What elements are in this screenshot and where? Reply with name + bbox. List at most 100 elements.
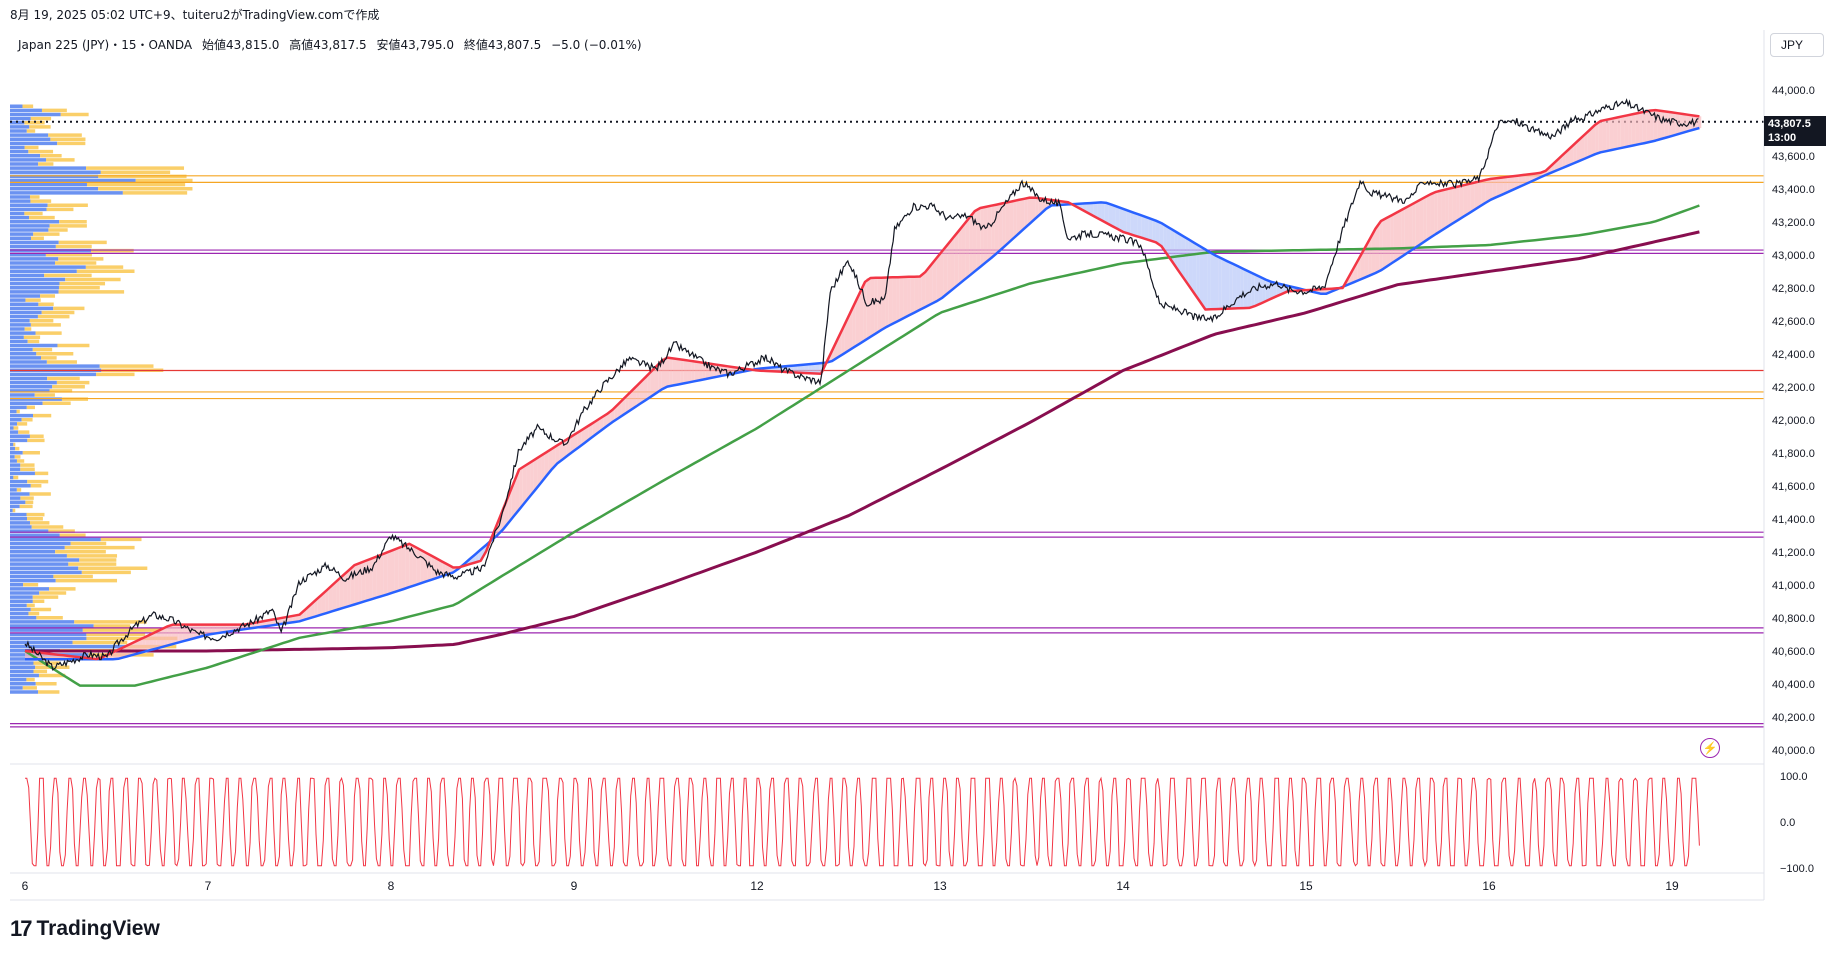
volume-profile-bar-down [15,446,20,451]
ema-cloud-segment [1243,269,1248,309]
oscillator-level-label: −100.0 [1780,863,1814,875]
ema-cloud-segment [1631,113,1636,146]
ema-cloud-segment [1155,220,1160,244]
volume-profile-bar-up [10,182,87,187]
volume-profile-bar-down [65,277,121,282]
ema-cloud-segment [1038,198,1043,216]
ema-cloud-segment [1404,206,1409,255]
y-tick-label: 42,000.0 [1772,415,1815,427]
volume-profile-bar-down [28,611,40,616]
volume-profile-bar-up [10,385,53,389]
ema-cloud-segment [1185,237,1189,286]
ema-cloud-segment [892,277,897,324]
volume-profile-bar-down [18,430,30,434]
volume-profile-bar-down [32,347,53,352]
ema-cloud-segment [1009,201,1014,242]
price-line [24,98,1699,671]
volume-profile-bar-up [10,500,26,504]
ema-cloud-segment [570,434,574,454]
volume-profile-bar-down [79,558,117,562]
volume-profile-bar-up [10,323,31,327]
volume-profile-bar-up [10,335,24,339]
volume-profile-bar-down [122,191,188,195]
volume-profile-bar-up [10,603,27,608]
x-tick-label: 6 [22,879,29,893]
ema-cloud-segment [1123,208,1127,234]
ema-cloud-segment [222,624,227,633]
ema-cloud-segment [1412,202,1416,250]
ema-cloud-segment [1371,228,1376,275]
volume-profile-bar-down [13,475,19,480]
ema-cloud-segment [500,505,505,533]
x-tick-label: 14 [1116,879,1130,893]
volume-profile-bar-up [10,690,39,694]
volume-profile-bar-down [59,220,87,224]
ema-cloud-segment [537,455,542,488]
volume-profile-bar-up [10,265,86,269]
volume-profile-bar-up [10,232,34,236]
volume-profile-bar-up [10,310,42,315]
tradingview-logo[interactable]: 17 TradingView [10,916,160,942]
volume-profile-bar-up [10,393,35,397]
volume-profile-bar-up [10,170,101,174]
ema-cloud-segment [844,316,849,354]
lightning-icon[interactable]: ⚡ [1700,738,1720,758]
ema-cloud-segment [167,624,172,646]
volume-profile-bar-up [10,517,28,521]
currency-selector[interactable]: JPY [1770,33,1824,57]
volume-profile-bar-down [55,550,106,554]
volume-profile-bar-up [10,661,34,665]
volume-profile-bar-up [10,133,49,137]
ema-cloud-segment [1441,189,1446,231]
volume-profile-bar-up [10,253,46,257]
ema-cloud-segment [940,249,944,300]
bar-countdown: 13:00 [1768,132,1797,144]
volume-profile-bar-down [72,640,128,645]
ema-cloud-segment [1360,248,1365,280]
ema-cloud-segment [1247,270,1252,308]
symbol-ohlc-legend[interactable]: Japan 225 (JPY)・15・OANDA 始値43,815.0 高値43… [18,36,648,53]
volume-profile-bar-down [53,574,93,579]
volume-profile-bar-down [27,479,49,484]
ema-cloud-segment [1415,200,1420,248]
ema-cloud-segment [361,560,366,603]
volume-profile-bar-down [47,203,88,207]
volume-profile-bar-down [39,591,67,595]
volume-profile-bar-up [10,673,39,678]
ema-cloud-segment [295,614,300,622]
ema-cloud-segment [164,626,168,647]
ema-cloud-segment [1609,118,1614,151]
ema-cloud-segment [1565,148,1570,167]
volume-profile-bar-down [76,269,135,273]
ema-cloud-segment [1503,176,1508,194]
volume-profile-bar-down [20,467,35,471]
volume-profile-bar-up [10,154,41,158]
ema-cloud-segment [1368,235,1372,277]
ema-cloud-segment [1137,214,1142,238]
ema-cloud-segment [171,624,176,645]
ema-cloud-segment [643,375,648,402]
symbol-name[interactable]: Japan 225 (JPY)・15・OANDA [18,38,193,52]
volume-profile-bar-down [38,302,54,306]
ema-cloud-segment [896,277,900,322]
ema-cloud-segment [1657,110,1662,141]
ema-cloud-segment [1426,194,1431,241]
ema-cloud-segment [1499,177,1504,196]
volume-profile-bar-down [25,500,34,504]
ema-cloud-segment [888,277,893,326]
y-tick-label: 43,600.0 [1772,151,1815,163]
volume-profile-bar-down [55,244,92,249]
ema-cloud-segment [1459,185,1464,220]
ema-cloud-segment [808,363,812,374]
volume-profile-bar-down [16,409,20,414]
volume-profile-bar-up [10,554,67,558]
volume-profile-bar-up [10,360,47,364]
volume-profile-bar-down [26,677,35,682]
ema-cloud-segment [204,624,208,636]
ema-cloud-segment [1166,226,1171,260]
ema-cloud-segment [1013,200,1017,239]
volume-profile-bar-down [44,273,92,278]
x-tick-label: 12 [750,879,764,893]
volume-profile-bar-up [10,430,19,434]
